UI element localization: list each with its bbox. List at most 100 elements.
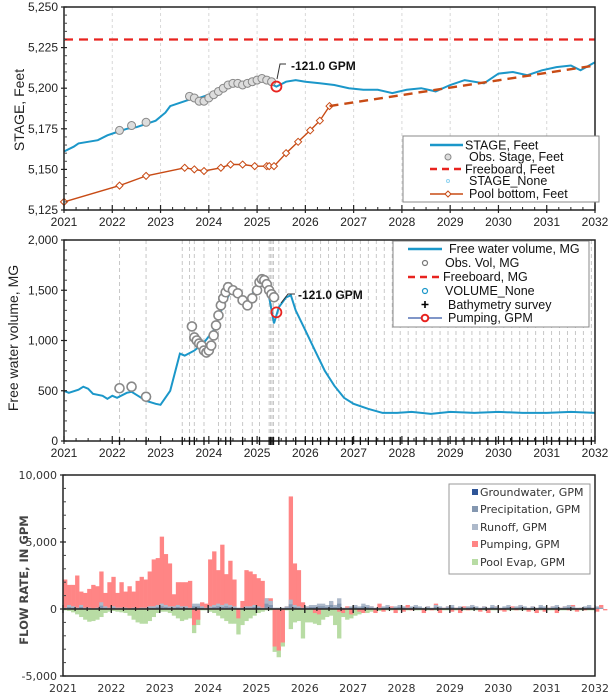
pool-evap-bar (115, 609, 120, 612)
pool-evap-bar (179, 609, 185, 622)
obs-vol-point (140, 391, 152, 403)
pool-evap-bar (212, 609, 217, 614)
x-tick-label: 2022 (99, 215, 126, 229)
pumping-bar (449, 609, 455, 612)
obs-vol-point (242, 300, 253, 311)
y-tick-label: 0 (50, 603, 57, 616)
pool-bottom-point (250, 161, 259, 171)
pool-evap-bar (256, 609, 261, 614)
pumping-bar (127, 586, 132, 609)
pumping-bar (373, 609, 378, 614)
pool-evap-bar (107, 609, 112, 612)
pool-bottom-point (238, 160, 247, 169)
pool-evap-bar (320, 609, 326, 620)
pool-evap-bar (171, 609, 177, 616)
x-tick-label: 2031 (533, 215, 560, 229)
pool-evap-bar (304, 609, 310, 623)
y-tick-label: 5,175 (28, 122, 58, 136)
volume-legend-box (392, 240, 590, 328)
pool-evap-bar (369, 609, 374, 612)
pumping-marker (270, 306, 283, 319)
x-tick-label: 2022 (99, 446, 126, 460)
legend-freeboard-label: Freeboard, Feet (465, 163, 555, 177)
pumping-bar (337, 609, 342, 612)
pool-evap-bar (260, 609, 265, 612)
y-tick-label: 1,000 (28, 334, 58, 348)
pumping-bar (300, 602, 306, 609)
precipitation-bar (449, 606, 455, 609)
pool-evap-bar (216, 609, 221, 616)
precipitation-bar (599, 608, 604, 609)
pool-bottom-point (281, 148, 291, 158)
pool-evap-bar (183, 609, 189, 620)
precipitation-bar (316, 606, 322, 609)
pumping-bar (248, 571, 253, 609)
pumping-bar (599, 604, 604, 609)
pool-evap-bar (139, 609, 144, 624)
pumping-bar (272, 609, 277, 647)
pool-evap-bar (167, 609, 173, 614)
pumping-bar (542, 609, 547, 612)
stage-annotation-label: -121.0 GPM (291, 59, 356, 73)
pool-evap-bar (308, 609, 314, 623)
pumping-bar (83, 592, 88, 609)
volume-chart-grid (119, 240, 592, 441)
legend-freeboard-mg-label: Freeboard, MG (443, 270, 528, 284)
pool-bottom-point (315, 116, 325, 125)
pool-evap-bar (296, 609, 302, 622)
pumping-bar (280, 609, 285, 643)
pool-evap-bar (83, 609, 88, 620)
pool-evap-bar (151, 609, 156, 618)
pool-evap-bar (345, 609, 350, 620)
pumping-bar (75, 575, 80, 609)
obs-vol-point (246, 292, 258, 304)
pool-evap-bar (159, 609, 165, 612)
precipitation-bar (212, 606, 217, 609)
pumping-bar (147, 571, 152, 609)
runoff-bar (599, 607, 604, 609)
volume-legend: Free water volume, MG Obs. Vol, MG Freeb… (392, 240, 590, 328)
x-tick-label: 2029 (437, 215, 464, 229)
legend-runoff-label: Runoff, GPM (480, 521, 547, 534)
pumping-bar (228, 560, 233, 609)
pumping-bar (151, 559, 156, 609)
pool-evap-bar (131, 609, 136, 620)
pumping-bar (95, 586, 100, 609)
pumping-bar (163, 554, 169, 609)
pumping-bar (260, 580, 265, 609)
x-tick-label: 2028 (388, 682, 416, 695)
pumping-bar (187, 580, 193, 609)
obs-vol-point (186, 321, 198, 332)
volume-chart: 2021 2022 2023 2024 2025 2026 2027 2028 2029 2030… (5, 233, 609, 460)
volume-chart-axes: 2021 2022 2023 2024 2025 2026 2027 2028 2029 2030… (28, 233, 609, 460)
legend-bathymetry-label: Bathymetry survey (448, 298, 552, 312)
y-tick-label: 5,125 (28, 203, 58, 217)
volume-annotation: -121.0 GPM (280, 288, 363, 304)
precipitation-bar (385, 606, 390, 609)
y-tick-label: 0 (51, 434, 58, 448)
volume-annotation-label: -121.0 GPM (298, 288, 363, 302)
pumping-bar (87, 588, 92, 609)
precipitation-bar (337, 603, 342, 609)
pumping-bar (296, 570, 302, 609)
legend-pool-evap-swatch (472, 559, 478, 565)
pool-evap-bar (95, 609, 100, 620)
pumping-bar (191, 609, 197, 626)
pumping-bar (204, 603, 209, 609)
pumping-bar (212, 551, 217, 609)
precipitation-bar (433, 606, 439, 609)
pool-evap-bar (147, 609, 152, 622)
pumping-bar (244, 570, 249, 609)
precipitation-bar (175, 606, 181, 609)
pool-evap-bar (119, 609, 124, 613)
pumping-bar (595, 609, 600, 612)
pumping-bar (171, 594, 177, 609)
pool-bottom-point (190, 165, 199, 174)
legend-bathymetry-plus-icon (421, 301, 429, 308)
x-tick-label: 2027 (340, 446, 367, 460)
pumping-bar (232, 579, 237, 609)
precipitation-bar (99, 605, 104, 609)
precipitation-bar (324, 606, 330, 609)
precipitation-bar (586, 606, 592, 609)
x-tick-label: 2030 (485, 215, 512, 229)
